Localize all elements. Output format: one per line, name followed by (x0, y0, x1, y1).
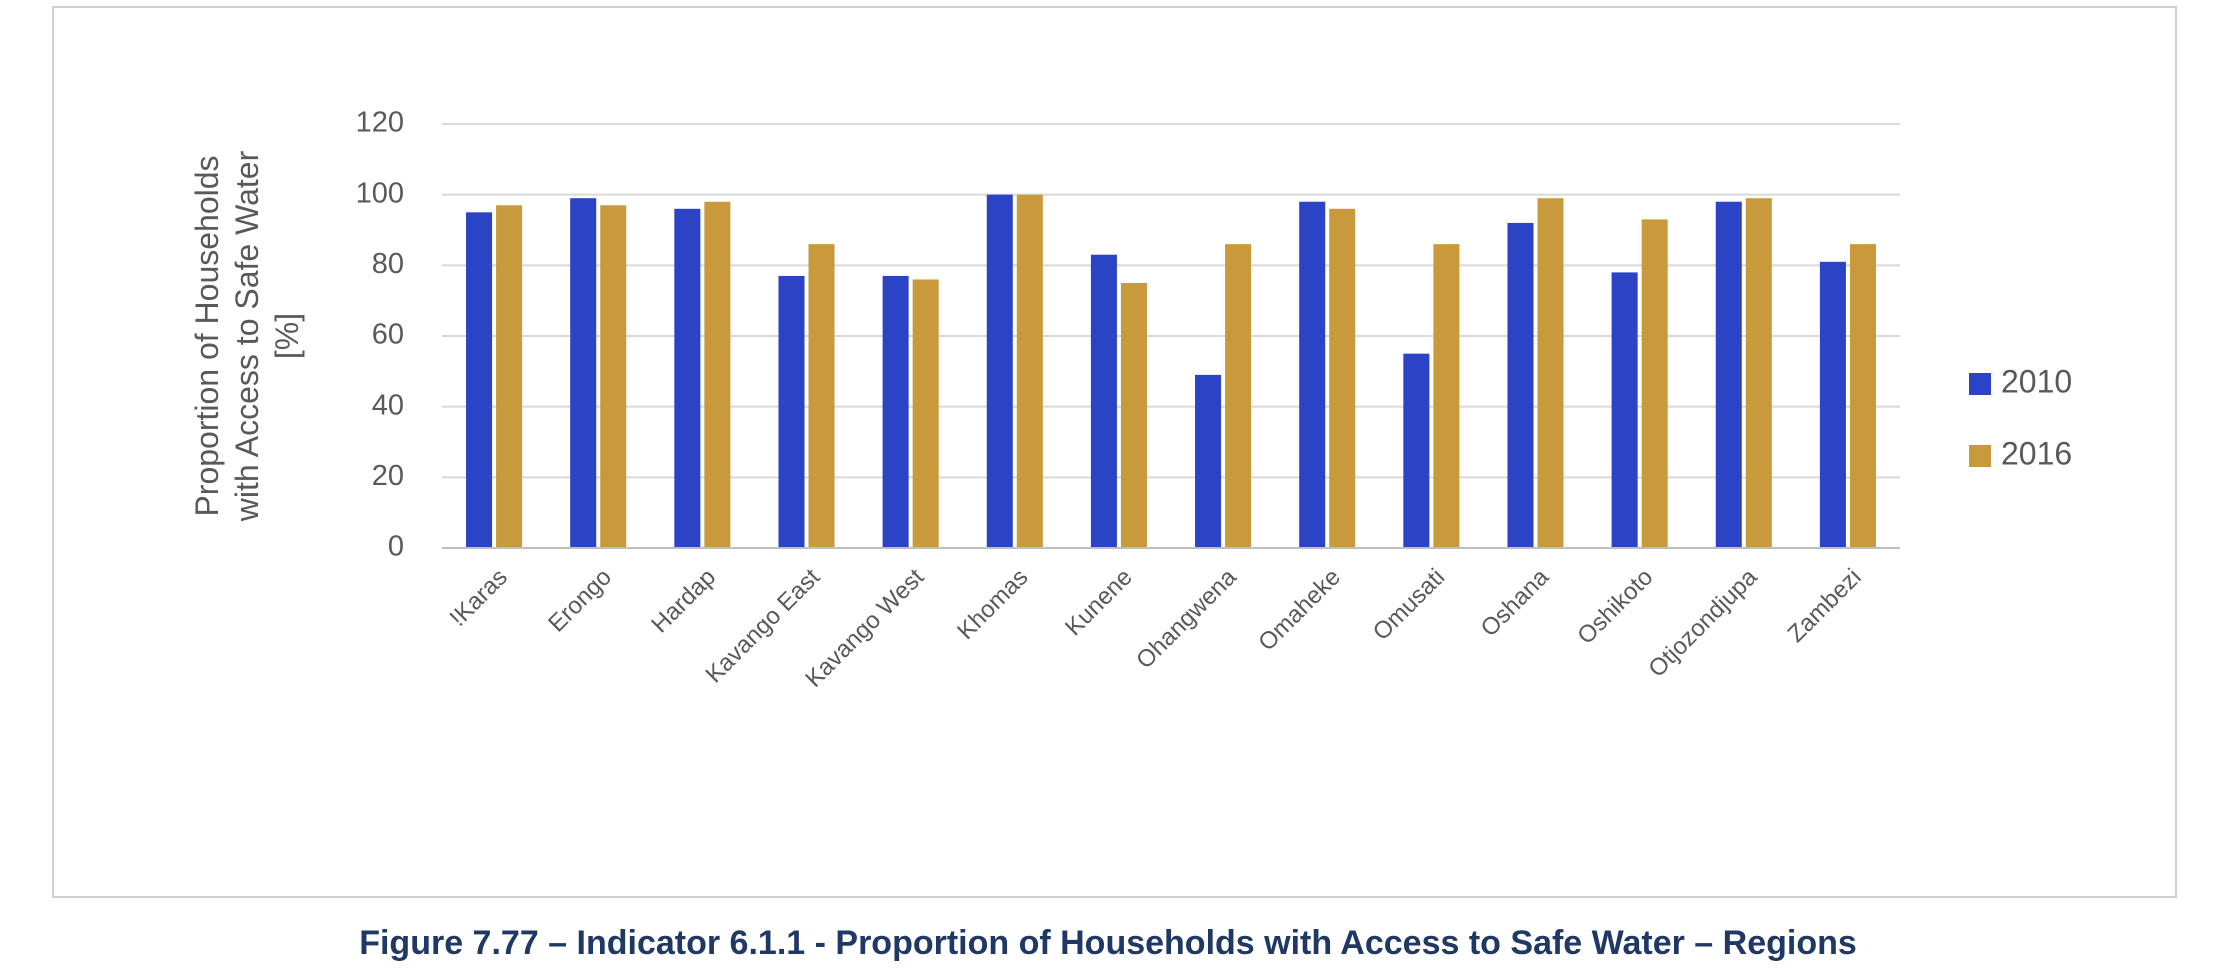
bar (466, 212, 493, 549)
caption: Figure 7.77 – Indicator 6.1.1 - Proporti… (359, 924, 1857, 962)
bar (496, 205, 523, 548)
y-axis-title: Proportion of Households with Access to S… (189, 150, 305, 522)
bar (1641, 219, 1668, 548)
bar (1225, 244, 1252, 548)
bar (1745, 198, 1772, 548)
y-tick-label: 20 (372, 460, 404, 492)
bar (1849, 244, 1876, 548)
y-tick-label: 0 (388, 531, 404, 563)
bar (1299, 201, 1326, 548)
bar (1016, 194, 1043, 548)
bar (1195, 374, 1222, 548)
y-tick-label: 60 (372, 319, 404, 351)
bar (778, 275, 805, 548)
bar (1120, 283, 1147, 548)
bar (1537, 198, 1564, 548)
bar (912, 279, 939, 548)
bar (882, 275, 909, 548)
y-axis-title-line: with Access to Safe Water (229, 150, 265, 522)
y-tick-label: 120 (356, 107, 404, 139)
bar (986, 194, 1013, 548)
bar (570, 198, 597, 548)
bar (1433, 244, 1460, 548)
y-axis-title-line: [%] (269, 313, 305, 359)
y-tick-label: 100 (356, 177, 404, 209)
bar (600, 205, 627, 548)
bar (1403, 353, 1430, 548)
bar (1611, 272, 1638, 548)
y-axis-title-line: Proportion of Households (189, 155, 225, 516)
bar (674, 208, 701, 549)
legend-label: 2010 (2001, 363, 2072, 399)
bar (704, 201, 731, 548)
y-tick-label: 40 (372, 389, 404, 421)
legend-swatch (1969, 373, 1991, 395)
bar (1090, 254, 1117, 548)
bar (1715, 201, 1742, 548)
legend-label: 2016 (2001, 435, 2072, 471)
y-tick-label: 80 (372, 248, 404, 280)
bar (808, 244, 835, 548)
legend-swatch (1969, 445, 1991, 467)
bar (1329, 208, 1356, 549)
bar (1819, 261, 1846, 548)
bar (1507, 222, 1534, 548)
